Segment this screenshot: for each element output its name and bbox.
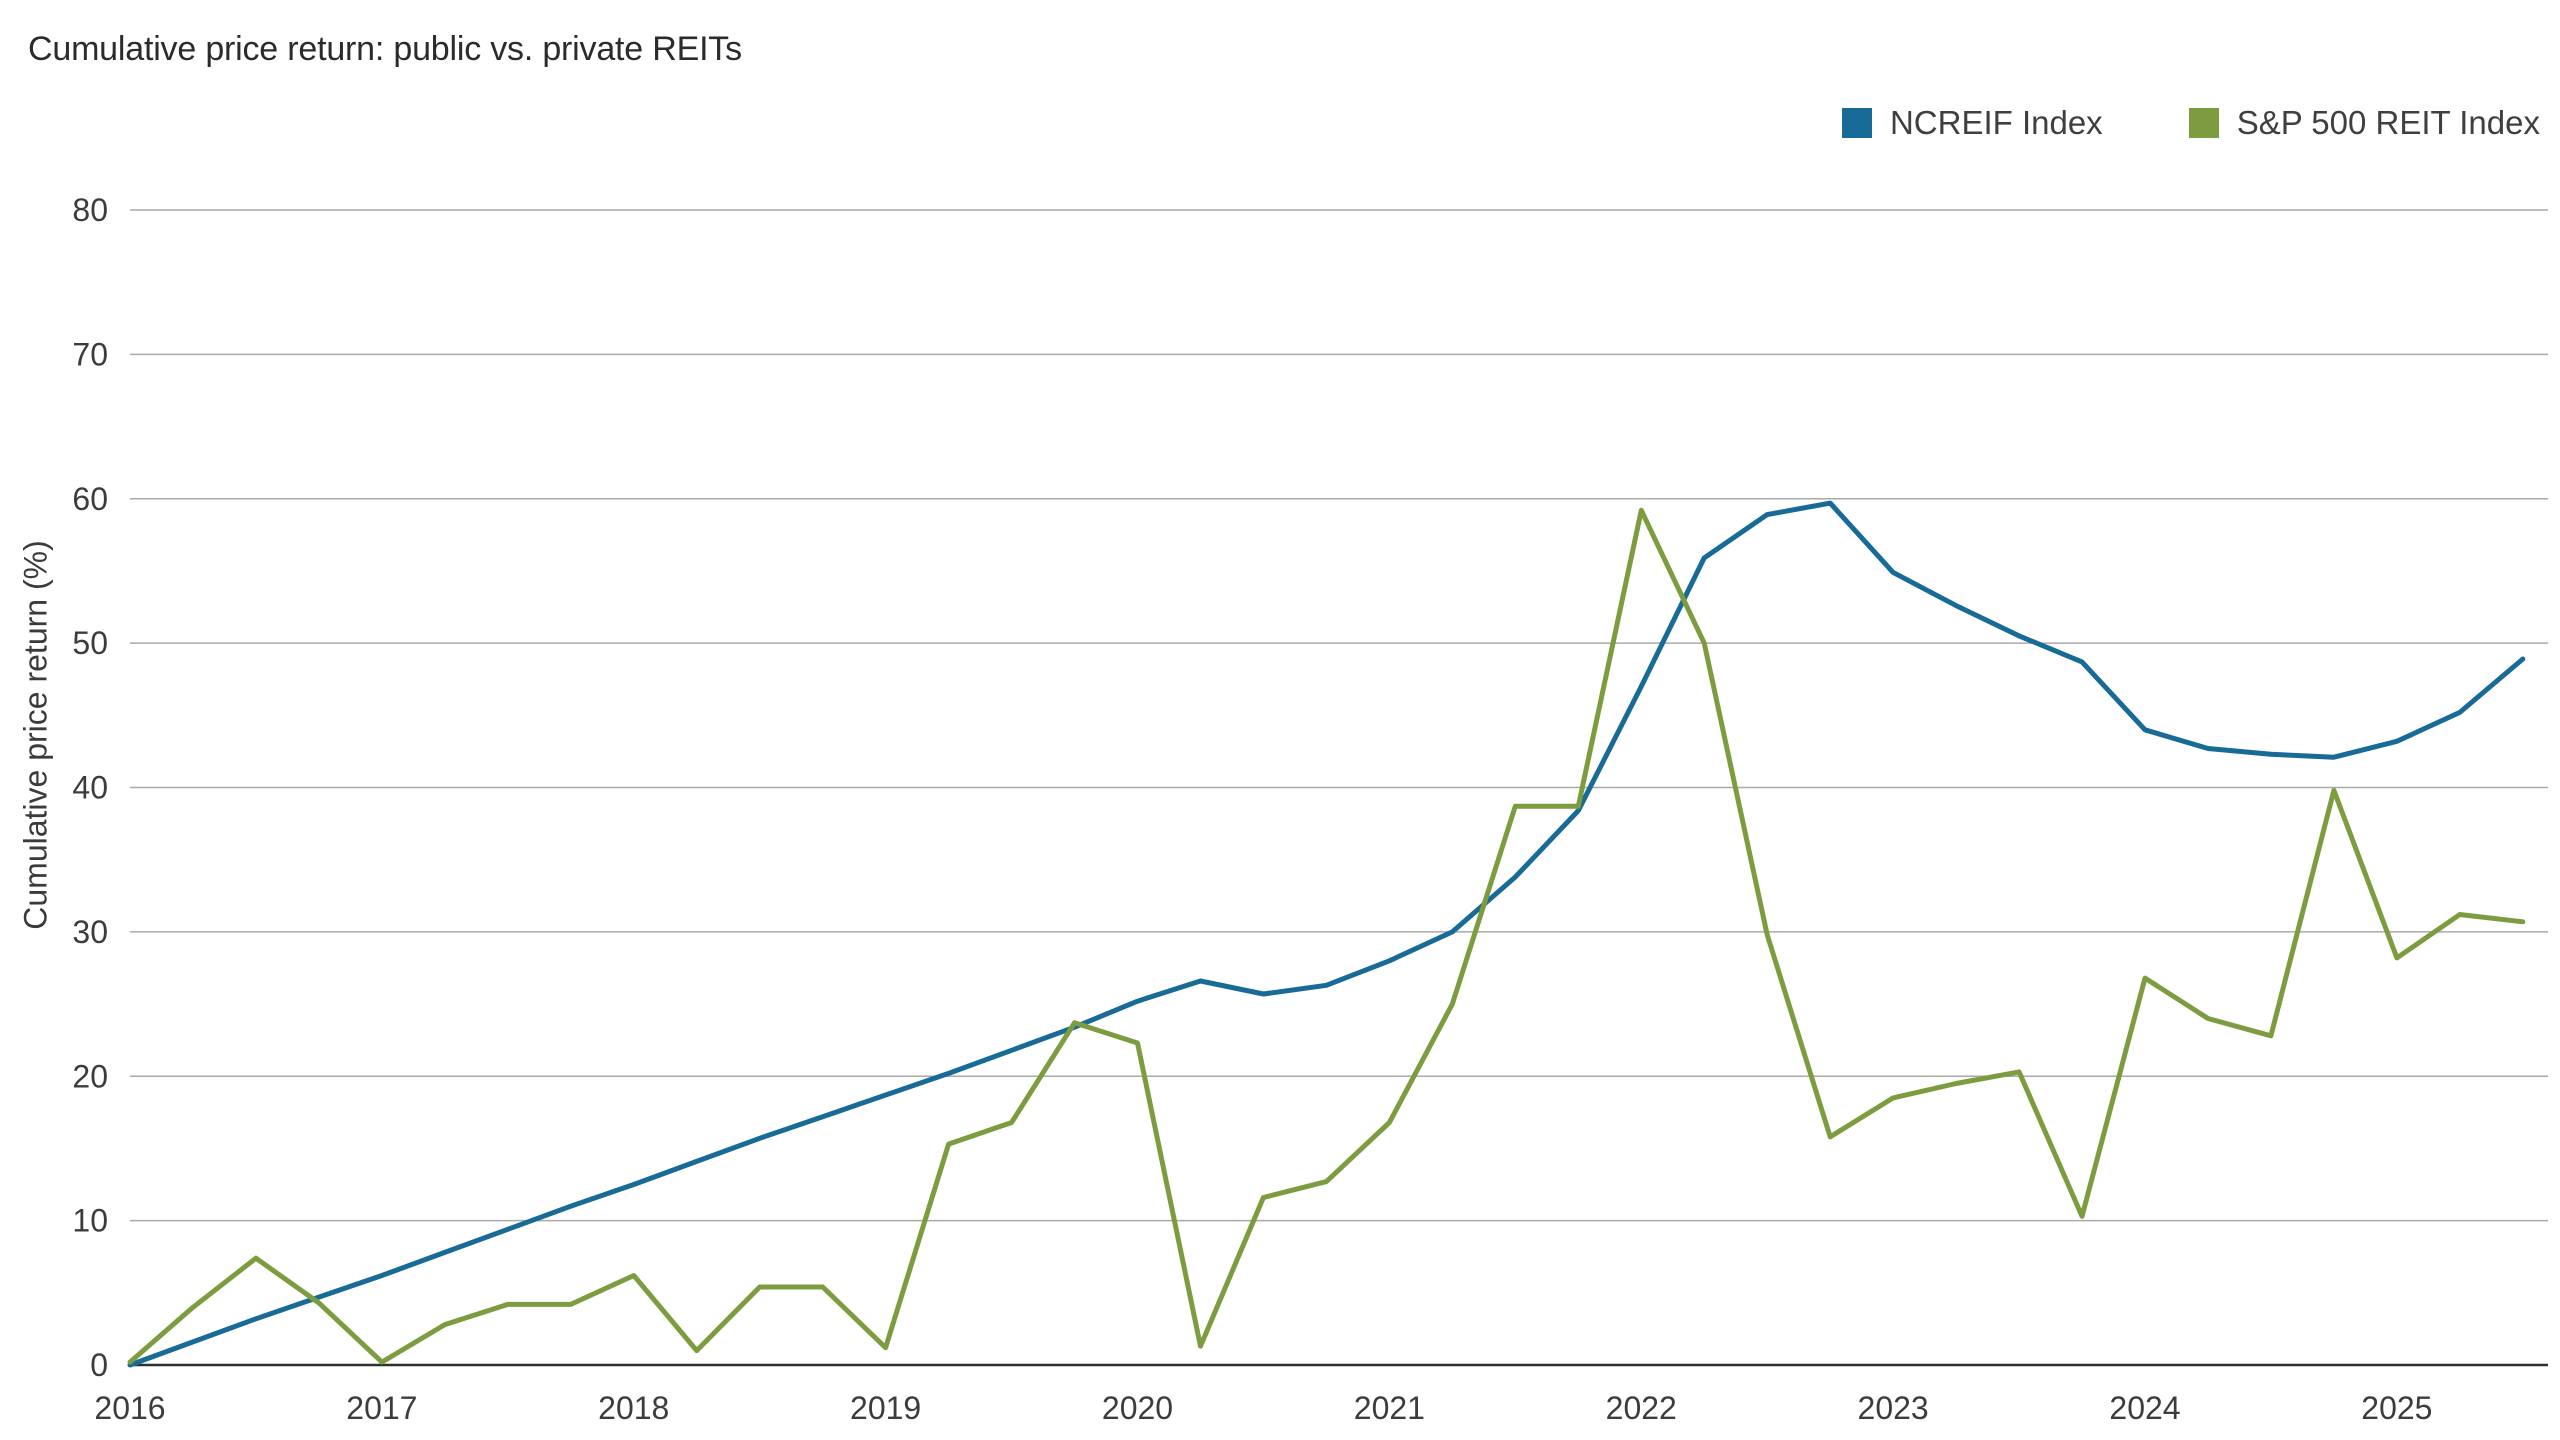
x-tick-label-2016: 2016 <box>94 1390 165 1426</box>
legend-swatch-sp500-reit <box>2188 108 2219 138</box>
y-tick-label-20: 20 <box>72 1058 108 1094</box>
y-tick-label-0: 0 <box>90 1347 108 1383</box>
x-tick-label-2021: 2021 <box>1354 1390 1425 1426</box>
y-axis-title: Cumulative price return (%) <box>17 540 54 930</box>
legend-swatch-ncreif <box>1841 108 1872 138</box>
y-tick-label-40: 40 <box>72 770 108 806</box>
y-tick-label-10: 10 <box>72 1203 108 1239</box>
x-tick-label-2018: 2018 <box>598 1390 669 1426</box>
x-tick-label-2023: 2023 <box>1858 1390 1929 1426</box>
x-tick-label-2017: 2017 <box>346 1390 417 1426</box>
series-line-ncreif-index <box>127 500 2526 1368</box>
chart-title: Cumulative price return: public vs. priv… <box>28 30 742 68</box>
legend-label-ncreif: NCREIF Index <box>1889 104 2103 141</box>
y-tick-label-50: 50 <box>72 625 108 661</box>
x-tick-label-2024: 2024 <box>2109 1390 2180 1426</box>
x-tick-label-2020: 2020 <box>1102 1390 1173 1426</box>
legend-label-sp500-reit: S&P 500 REIT Index <box>2236 104 2540 141</box>
y-tick-label-30: 30 <box>72 914 108 950</box>
legend-item-ncreif: NCREIF Index <box>1841 104 2103 142</box>
series-line-s-p-500-reit-index <box>127 507 2526 1365</box>
legend: NCREIF Index S&P 500 REIT Index <box>1841 104 2540 142</box>
y-tick-label-60: 60 <box>72 481 108 517</box>
x-tick-label-2025: 2025 <box>2361 1390 2432 1426</box>
legend-item-sp500-reit: S&P 500 REIT Index <box>2188 104 2540 142</box>
y-tick-label-80: 80 <box>72 192 108 228</box>
x-tick-label-2022: 2022 <box>1606 1390 1677 1426</box>
y-tick-label-70: 70 <box>72 336 108 372</box>
x-tick-label-2019: 2019 <box>850 1390 921 1426</box>
